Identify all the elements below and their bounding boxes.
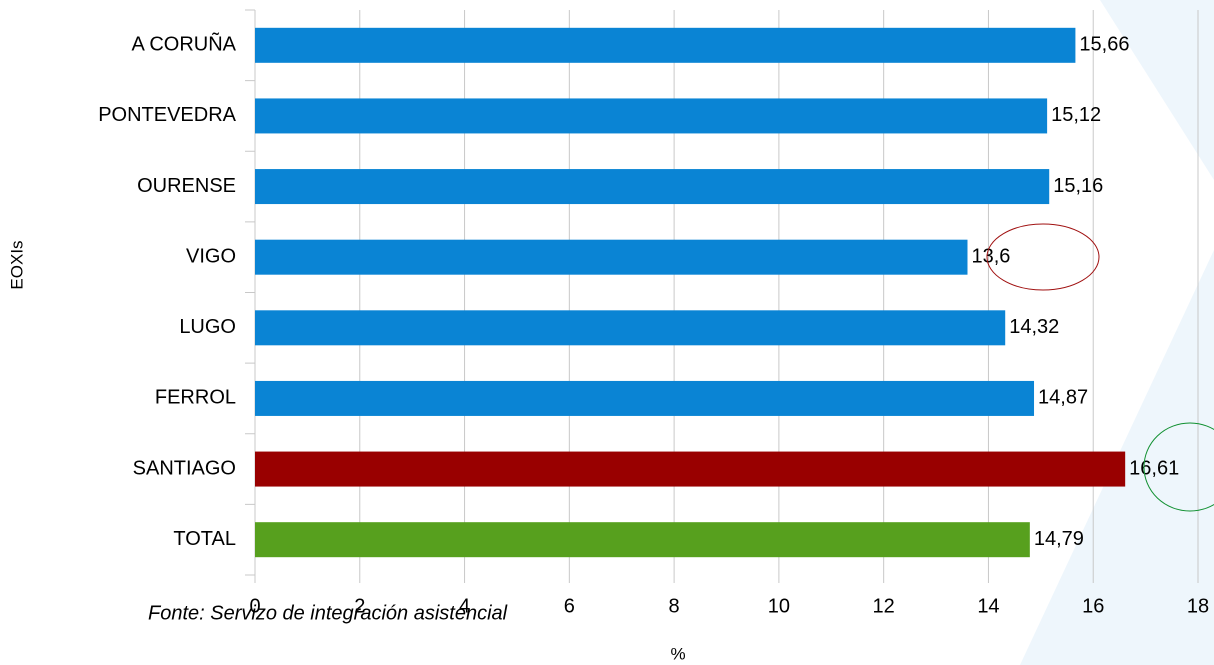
bar [255,98,1048,134]
bar [255,451,1126,487]
y-tick-label: A CORUÑA [132,32,237,56]
x-tick-label: 2 [354,595,365,617]
y-tick-label: LUGO [179,316,236,338]
source-note: Fonte: Servizo de integración asistencia… [148,602,508,624]
x-tick-label: 14 [977,595,999,617]
value-label: 15,66 [1079,34,1129,56]
y-tick-label: FERROL [155,387,236,409]
x-tick-label: 16 [1082,595,1104,617]
x-tick-label: 10 [768,595,790,617]
x-axis-label: % [670,644,685,663]
x-tick-label: 6 [564,595,575,617]
value-label: 13,6 [971,245,1010,267]
bar [255,310,1006,346]
value-label: 15,16 [1053,175,1103,197]
value-label: 14,87 [1038,387,1088,409]
x-tick-label: 8 [669,595,680,617]
annotation-circle [1143,422,1214,512]
y-tick-label: TOTAL [173,528,236,550]
bar [255,169,1050,205]
watermark [1100,0,1214,180]
value-label: 15,12 [1051,104,1101,126]
annotation-circle [986,223,1100,291]
y-tick-label: OURENSE [137,175,236,197]
y-tick-label: VIGO [186,245,236,267]
bar [255,27,1076,63]
value-label: 14,79 [1034,528,1084,550]
bar [255,239,968,275]
bar [255,380,1035,416]
y-tick-label: PONTEVEDRA [98,104,236,126]
x-tick-label: 12 [873,595,895,617]
value-label: 14,32 [1009,316,1059,338]
bar [255,522,1030,558]
x-tick-label: 0 [249,595,260,617]
x-tick-label: 4 [459,595,470,617]
y-tick-label: SANTIAGO [133,457,236,479]
y-axis-label: EOXIs [7,240,26,289]
value-label: 16,61 [1129,457,1179,479]
x-tick-label: 18 [1187,595,1209,617]
